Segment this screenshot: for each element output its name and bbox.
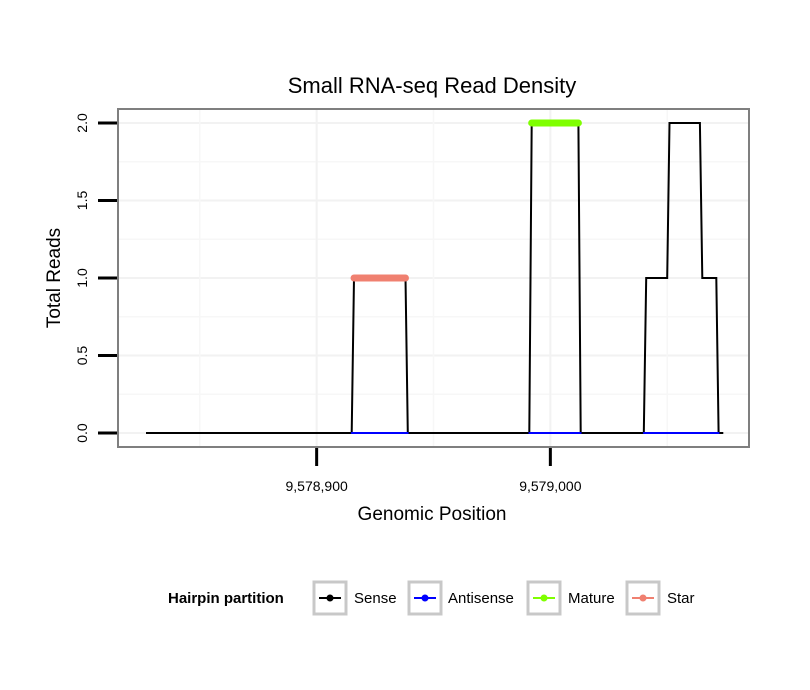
y-tick-label-2: 1.0: [74, 268, 90, 288]
plot-panel-border: [117, 108, 750, 448]
legend-marker-sense: [326, 594, 334, 602]
plot-series: [146, 119, 724, 435]
legend-label-mature: Mature: [568, 590, 615, 607]
legend-marker-antisense: [421, 594, 429, 602]
axes: 0.0 0.5 1.0 1.5 2.0 9,578,900 9,579,000: [74, 113, 582, 494]
legend-label-star: Star: [667, 590, 695, 607]
legend-title: Hairpin partition: [168, 590, 284, 607]
y-tick-label-3: 1.5: [74, 191, 90, 211]
x-axis-title: Genomic Position: [358, 504, 507, 525]
y-axis-title: Total Reads: [44, 228, 65, 328]
legend-label-sense: Sense: [354, 590, 397, 607]
legend-marker-star: [639, 594, 647, 602]
y-tick-label-4: 2.0: [74, 113, 90, 133]
y-tick-label-0: 0.0: [74, 423, 90, 443]
legend: Hairpin partition Sense Antisense Mature St…: [168, 580, 695, 616]
chart-title: Small RNA-seq Read Density: [288, 73, 577, 98]
y-tick-label-1: 0.5: [74, 346, 90, 366]
legend-marker-mature: [540, 594, 548, 602]
x-tick-label-1: 9,579,000: [519, 478, 581, 494]
x-tick-label-0: 9,578,900: [285, 478, 347, 494]
legend-label-antisense: Antisense: [448, 590, 514, 607]
